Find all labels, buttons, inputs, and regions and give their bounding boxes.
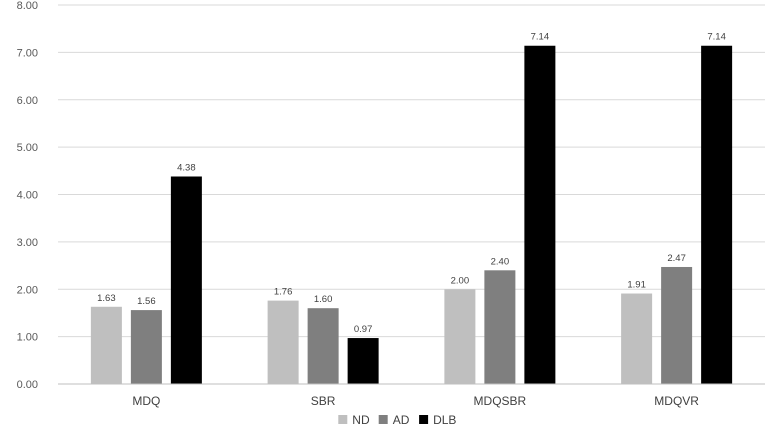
x-tick-label: MDQVR	[654, 394, 699, 408]
y-tick-label: 2.00	[17, 284, 38, 296]
bar-ad-mdq	[130, 310, 162, 384]
bar-ad-mdqsbr	[484, 270, 516, 384]
data-label: 2.00	[451, 275, 470, 286]
x-tick-label: MDQ	[132, 394, 160, 408]
bar-nd-mdqsbr	[444, 289, 476, 384]
bar-dlb-mdqvr	[701, 45, 733, 385]
bar-dlb-sbr	[347, 338, 379, 384]
x-axis: MDQ SBR MDQSBR MDQVR	[58, 383, 765, 408]
data-label: 1.60	[314, 294, 333, 305]
data-label: 7.14	[531, 32, 550, 43]
y-tick-label: 0.00	[17, 379, 38, 391]
legend-swatch-ad	[378, 415, 388, 424]
bar-ad-sbr	[307, 308, 339, 384]
data-label: 2.40	[491, 256, 510, 267]
legend-label-nd: ND	[352, 413, 370, 427]
y-tick-label: 1.00	[17, 332, 38, 344]
data-label: 1.63	[97, 293, 116, 304]
bar-nd-mdq	[90, 306, 122, 384]
data-label: 1.91	[627, 280, 646, 291]
y-tick-label: 5.00	[17, 142, 38, 154]
bar-dlb-mdq	[170, 176, 202, 384]
legend-label-dlb: DLB	[433, 413, 456, 427]
data-label: 1.56	[137, 296, 156, 307]
x-tick-label: SBR	[311, 394, 336, 408]
data-label: 1.76	[274, 287, 293, 298]
bar-nd-sbr	[267, 300, 299, 384]
x-tick-label: MDQSBR	[474, 394, 527, 408]
y-tick-label: 3.00	[17, 237, 38, 249]
data-label: 2.47	[667, 253, 686, 264]
legend-label-ad: AD	[393, 413, 410, 427]
legend-swatch-nd	[338, 415, 348, 424]
y-tick-label: 6.00	[17, 95, 38, 107]
bars	[90, 45, 733, 385]
y-tick-label: 7.00	[17, 47, 38, 59]
data-label: 0.97	[354, 324, 373, 335]
data-labels: 1.63 1.56 4.38 1.76 1.60 0.97 2.00 2.40 7.14 1.91…	[97, 32, 726, 335]
bar-nd-mdqvr	[621, 293, 653, 384]
data-label: 7.14	[707, 32, 726, 43]
y-tick-label: 8.00	[17, 0, 38, 12]
bar-ad-mdqvr	[661, 266, 693, 384]
data-label: 4.38	[177, 162, 196, 173]
y-tick-label: 4.00	[17, 190, 38, 202]
legend-swatch-dlb	[419, 415, 429, 424]
y-axis: 0.00 1.00 2.00 3.00 4.00 5.00 6.00 7.00 8.00	[17, 0, 38, 391]
bar-dlb-mdqsbr	[524, 45, 556, 385]
gridlines	[58, 4, 765, 338]
legend: ND AD DLB	[338, 413, 456, 427]
